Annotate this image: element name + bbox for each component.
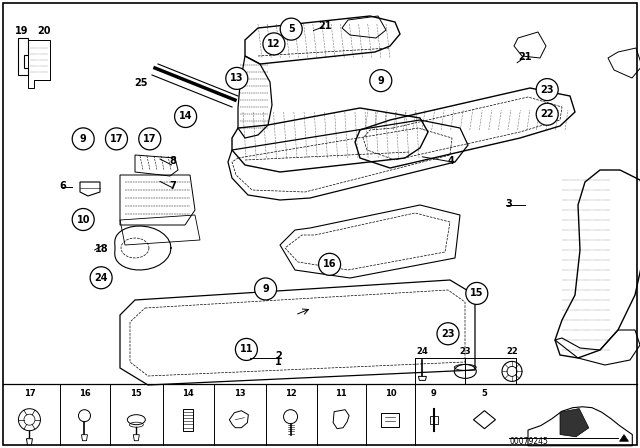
Circle shape: [175, 105, 196, 128]
Text: 2: 2: [275, 351, 282, 361]
Text: 18: 18: [95, 244, 108, 254]
Text: 14: 14: [182, 389, 194, 398]
Circle shape: [255, 278, 276, 300]
Text: 9: 9: [80, 134, 86, 144]
Circle shape: [466, 282, 488, 305]
Text: 17: 17: [24, 389, 35, 398]
Text: 16: 16: [323, 259, 337, 269]
Text: 13: 13: [234, 389, 245, 398]
Text: 5: 5: [288, 24, 294, 34]
Text: 7: 7: [170, 181, 177, 191]
Text: 1: 1: [275, 357, 282, 367]
Text: 3: 3: [506, 199, 513, 209]
Text: 23: 23: [540, 85, 554, 95]
Text: 10: 10: [76, 215, 90, 224]
Polygon shape: [419, 376, 426, 380]
Bar: [430, 416, 438, 424]
Circle shape: [72, 128, 94, 150]
Circle shape: [106, 128, 127, 150]
Text: 10: 10: [385, 389, 396, 398]
Text: 9: 9: [378, 76, 384, 86]
Text: 17: 17: [143, 134, 157, 144]
Text: 23: 23: [441, 329, 455, 339]
Text: 23: 23: [460, 347, 471, 356]
Text: 16: 16: [79, 389, 90, 398]
Text: 00079245: 00079245: [509, 437, 548, 446]
Text: 11: 11: [239, 345, 253, 354]
Bar: [183, 409, 193, 431]
Text: 11: 11: [335, 389, 347, 398]
Text: 24: 24: [417, 347, 428, 356]
Polygon shape: [620, 435, 628, 441]
Text: 24: 24: [94, 273, 108, 283]
Circle shape: [236, 338, 257, 361]
Circle shape: [90, 267, 112, 289]
Polygon shape: [26, 439, 33, 445]
Circle shape: [536, 78, 558, 101]
Text: 15: 15: [470, 289, 484, 298]
Circle shape: [370, 69, 392, 92]
Circle shape: [226, 67, 248, 90]
Text: 20: 20: [37, 26, 51, 36]
Text: 25: 25: [134, 78, 148, 88]
Text: 6: 6: [59, 181, 66, 191]
Circle shape: [319, 253, 340, 276]
Text: 5: 5: [481, 389, 488, 398]
Text: 9: 9: [262, 284, 269, 294]
Text: 13: 13: [230, 73, 244, 83]
Text: 8: 8: [170, 156, 177, 166]
Text: 15: 15: [131, 389, 142, 398]
Text: 17: 17: [109, 134, 124, 144]
Text: 22: 22: [506, 347, 518, 356]
Text: 9: 9: [431, 389, 436, 398]
Polygon shape: [133, 435, 140, 441]
Text: 21: 21: [319, 21, 332, 31]
Text: 12: 12: [267, 39, 281, 49]
Polygon shape: [81, 435, 88, 441]
Text: 4: 4: [448, 156, 455, 166]
Circle shape: [139, 128, 161, 150]
Circle shape: [72, 208, 94, 231]
Text: 12: 12: [285, 389, 296, 398]
Circle shape: [280, 18, 302, 40]
Circle shape: [437, 323, 459, 345]
Circle shape: [263, 33, 285, 55]
Bar: [381, 413, 399, 426]
Text: 22: 22: [540, 109, 554, 119]
Circle shape: [536, 103, 558, 125]
Text: 21: 21: [518, 52, 532, 62]
Text: 14: 14: [179, 112, 193, 121]
Text: 19: 19: [15, 26, 28, 36]
Polygon shape: [560, 409, 589, 437]
